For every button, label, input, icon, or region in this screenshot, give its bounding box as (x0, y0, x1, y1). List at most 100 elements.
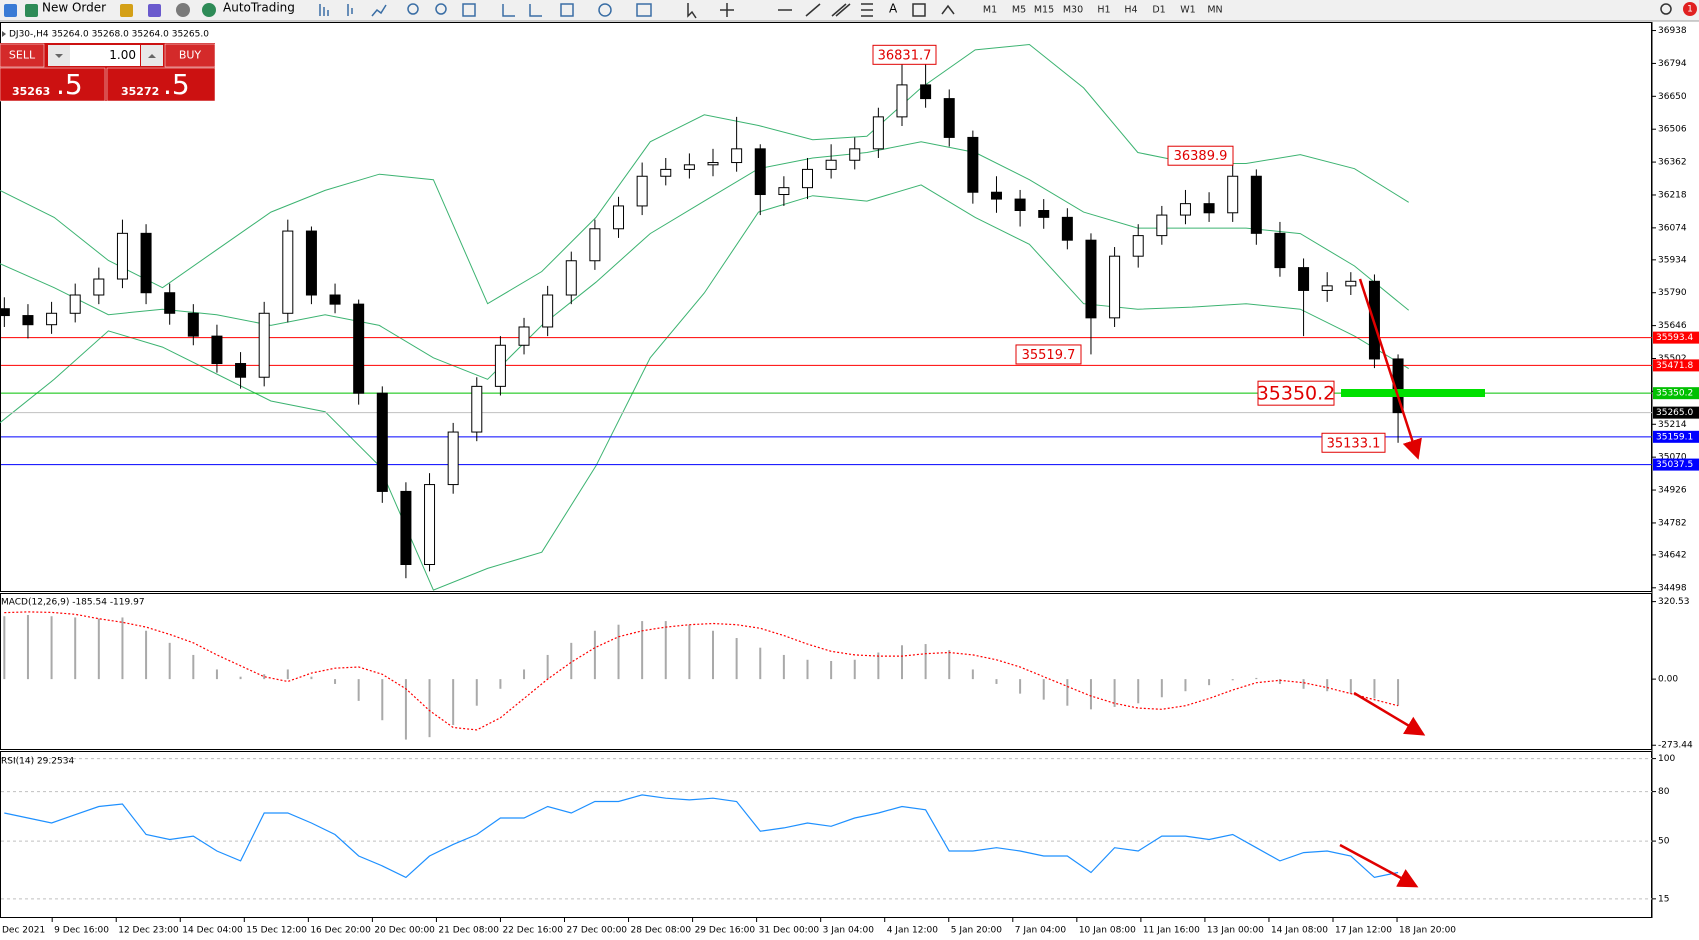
candle-body (400, 490, 412, 566)
y-tick-label: 35070 (1658, 453, 1687, 463)
volume-input[interactable] (70, 45, 140, 66)
timeframe-button[interactable]: H4 (1124, 5, 1137, 16)
icon-templates[interactable] (636, 3, 652, 17)
buy-label[interactable]: BUY (179, 49, 202, 62)
x-tick-label: 17 Jan 12:00 (1335, 926, 1392, 936)
icon-zoom-in[interactable] (407, 3, 419, 15)
icon-crosshair[interactable] (720, 3, 734, 17)
new-order-button[interactable]: New Order (42, 1, 106, 15)
icon-line[interactable] (371, 4, 387, 17)
icon-label[interactable] (912, 3, 926, 17)
candle-body (447, 431, 459, 486)
y-tick-label: 35502 (1658, 354, 1687, 364)
icon-new-chart[interactable] (4, 4, 17, 17)
candle-body (731, 148, 743, 164)
candle-body (990, 191, 1002, 200)
price-level-label: 35159.1 (1656, 432, 1693, 442)
y-tick-label: 0.00 (1658, 675, 1678, 685)
buy-price-box[interactable] (106, 67, 216, 102)
y-tick-label: 35214 (1658, 420, 1687, 430)
price-annotation: 35350.2 (1257, 383, 1336, 405)
icon-search[interactable] (1660, 3, 1672, 15)
y-tick-label: 36218 (1658, 190, 1687, 200)
candle-body (849, 148, 861, 161)
icon-tile[interactable] (462, 3, 476, 17)
icon-new-order[interactable] (25, 4, 38, 17)
icon-cursor[interactable] (687, 3, 697, 19)
candle-body (116, 232, 128, 280)
sell-label[interactable]: SELL (9, 49, 36, 62)
timeframe-button[interactable]: MN (1207, 5, 1222, 16)
price-annotation: 36389.9 (1174, 149, 1228, 164)
price-level-box (1653, 359, 1699, 372)
price-level-box (1653, 331, 1699, 344)
icon-channel[interactable] (831, 3, 851, 17)
candle-body (0, 308, 10, 317)
icon-candles[interactable] (347, 4, 353, 16)
icon-periods[interactable] (598, 3, 612, 17)
icon-trendline[interactable] (805, 3, 821, 17)
annotation-box (1257, 380, 1335, 406)
candle-body (211, 335, 223, 365)
buy-price[interactable]: 35272 (121, 85, 159, 98)
candle-body (187, 312, 199, 337)
timeframe-button[interactable]: M5 (1012, 5, 1026, 16)
price-level-label: 35593.4 (1656, 333, 1693, 343)
rsi-pane (0, 751, 1652, 918)
icon-shift[interactable] (529, 4, 542, 17)
timeframe-button[interactable]: W1 (1180, 5, 1195, 16)
autotrading-button[interactable]: AutoTrading (223, 1, 295, 15)
x-tick-label: 27 Dec 00:00 (567, 926, 628, 936)
x-tick-label: 3 Jan 04:00 (823, 926, 875, 936)
candle-body (1085, 239, 1097, 319)
candle-body (1392, 358, 1404, 414)
sell-button[interactable] (0, 43, 45, 68)
sell-price[interactable]: 35263 (12, 85, 50, 98)
candle-body (707, 162, 719, 166)
trend-arrow (1358, 278, 1422, 460)
candle-body (754, 148, 766, 196)
icon-autotrading[interactable] (202, 3, 216, 17)
timeframe-button[interactable]: M15 (1034, 5, 1054, 16)
icon-fibo[interactable] (861, 3, 873, 17)
y-tick-label: 320.53 (1658, 597, 1690, 607)
candle-body (1321, 285, 1333, 291)
icon-signals[interactable] (176, 3, 190, 17)
text-tool[interactable]: A (889, 2, 898, 16)
buy-pips[interactable]: .5 (163, 68, 190, 101)
icon-arrows[interactable] (941, 4, 955, 15)
candle-body (1179, 203, 1191, 216)
x-tick-label: 21 Dec 08:00 (438, 926, 499, 936)
sell-price-box[interactable] (0, 67, 106, 102)
candle-body (140, 232, 152, 294)
timeframe-button[interactable]: M30 (1063, 5, 1083, 16)
x-tick-label: 18 Jan 20:00 (1399, 926, 1456, 936)
price-annotation: 35133.1 (1327, 436, 1381, 451)
icon-experts[interactable] (120, 4, 133, 17)
icon-bar[interactable] (319, 4, 329, 16)
icon-zoom-out[interactable] (435, 3, 447, 15)
candle-body (235, 363, 247, 378)
icon-autoscroll[interactable] (502, 4, 515, 17)
notification-count[interactable]: 1 (1687, 5, 1693, 15)
y-tick-label: 15 (1658, 894, 1669, 904)
timeframe-button[interactable]: D1 (1152, 5, 1165, 16)
x-tick-label: Dec 2021 (2, 926, 45, 936)
buy-button[interactable] (164, 43, 216, 68)
volume-value[interactable]: 1.00 (109, 48, 136, 62)
notification-badge[interactable] (1683, 2, 1697, 16)
y-tick-label: 35646 (1658, 321, 1687, 331)
x-tick-label: 22 Dec 16:00 (502, 926, 563, 936)
timeframe-button[interactable]: M1 (983, 5, 997, 16)
x-tick-label: 13 Jan 00:00 (1207, 926, 1264, 936)
sell-pips[interactable]: .5 (56, 68, 83, 101)
timeframe-button[interactable]: H1 (1097, 5, 1110, 16)
candle-body (22, 315, 34, 326)
icon-indicators[interactable] (560, 3, 574, 17)
y-tick-label: 36506 (1658, 125, 1687, 135)
candle-body (967, 136, 979, 193)
icon-market[interactable] (148, 4, 161, 17)
y-tick-label: 34926 (1658, 486, 1687, 496)
candle-body (1132, 235, 1144, 257)
